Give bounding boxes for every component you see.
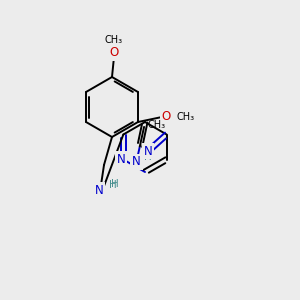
Text: H: H [111, 179, 119, 189]
Text: CH₃: CH₃ [147, 120, 165, 130]
Text: CH₃: CH₃ [105, 35, 123, 45]
Text: N: N [94, 184, 103, 196]
Text: H: H [144, 152, 152, 162]
Text: CH₃: CH₃ [177, 112, 195, 122]
Text: N: N [132, 155, 141, 168]
Text: H: H [109, 180, 117, 190]
Text: O: O [161, 110, 171, 124]
Text: N: N [144, 145, 152, 158]
Text: N: N [94, 184, 103, 196]
Text: N: N [117, 153, 126, 166]
Text: O: O [110, 46, 118, 59]
